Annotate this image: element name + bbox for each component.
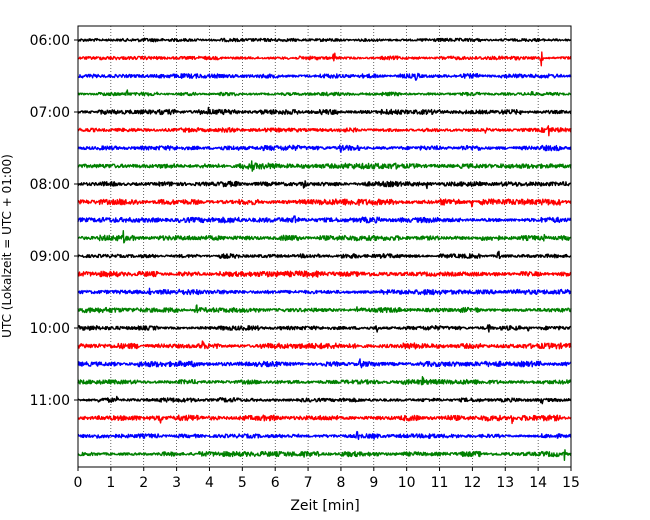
- trace-0645: [77, 89, 572, 97]
- y-tick-label: 11:00: [30, 393, 70, 409]
- trace-1000: [77, 324, 572, 333]
- y-axis: 06:00 07:00 08:00 09:00 10:00 11:00: [30, 33, 78, 409]
- trace-0630: [77, 72, 572, 81]
- plot-frame: [77, 25, 572, 468]
- trace-1045: [77, 376, 572, 386]
- x-tick-label: 11: [431, 475, 449, 491]
- trace-0715: [77, 125, 572, 137]
- x-tick-label: 0: [74, 475, 83, 491]
- trace-0615: [77, 51, 572, 67]
- x-tick-label: 13: [496, 475, 514, 491]
- x-tick-label: 1: [106, 475, 115, 491]
- trace-0915: [77, 270, 572, 278]
- y-axis-label: UTC (Lokalzeit = UTC + 01:00): [0, 154, 14, 338]
- trace-0900: [77, 250, 572, 260]
- x-tick-label: 10: [398, 475, 416, 491]
- trace-0830: [77, 215, 572, 224]
- trace-1145: [77, 449, 572, 461]
- trace-1130: [77, 430, 572, 441]
- y-tick-label: 06:00: [30, 33, 70, 49]
- trace-1030: [77, 358, 572, 369]
- trace-0745: [77, 160, 572, 172]
- x-tick-label: 9: [369, 475, 378, 491]
- x-tick-label: 15: [562, 475, 580, 491]
- trace-0930: [77, 287, 572, 296]
- trace-0800: [77, 180, 572, 190]
- x-tick-label: 7: [304, 475, 313, 491]
- trace-0700: [77, 106, 572, 116]
- trace-1115: [77, 414, 572, 425]
- trace-0945: [77, 304, 572, 314]
- x-tick-label: 14: [529, 475, 547, 491]
- x-tick-label: 5: [238, 475, 247, 491]
- x-tick-label: 6: [271, 475, 280, 491]
- trace-0845: [77, 230, 572, 244]
- x-axis: 0 1 2 3 4 5 6 7 8 9 10 11 12 13 14 15: [74, 467, 580, 491]
- trace-0730: [77, 144, 572, 153]
- seismic-traces: [77, 37, 572, 461]
- trace-0815: [77, 198, 572, 208]
- y-tick-label: 08:00: [30, 177, 70, 193]
- x-axis-label: Zeit [min]: [290, 498, 359, 514]
- x-tick-label: 3: [172, 475, 181, 491]
- trace-1100: [77, 395, 572, 405]
- y-tick-label: 09:00: [30, 249, 70, 265]
- y-tick-label: 07:00: [30, 105, 70, 121]
- y-tick-label: 10:00: [30, 321, 70, 337]
- trace-0600: [77, 37, 572, 43]
- trace-1015: [77, 340, 572, 350]
- x-tick-label: 4: [205, 475, 214, 491]
- x-tick-label: 2: [139, 475, 148, 491]
- x-tick-label: 8: [336, 475, 345, 491]
- x-tick-label: 12: [463, 475, 481, 491]
